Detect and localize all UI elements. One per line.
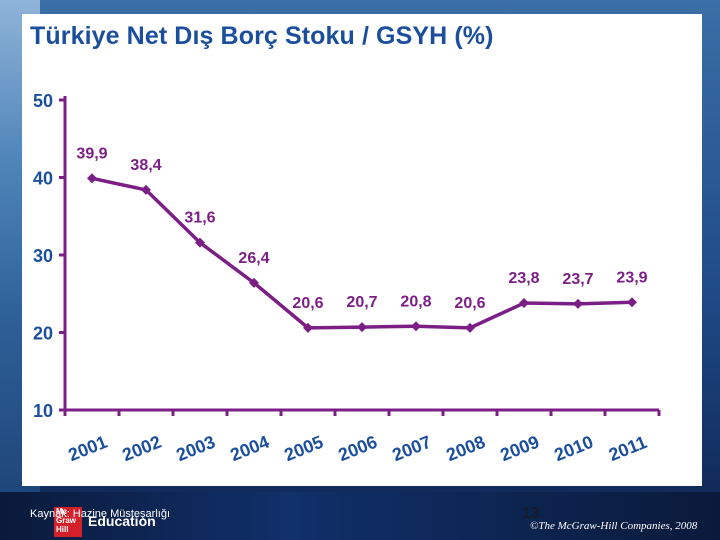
x-tick-label: 2006 — [335, 432, 380, 466]
x-tick-label: 2009 — [497, 432, 542, 466]
x-tick-label: 2004 — [227, 432, 272, 466]
copyright-notice: ©The McGraw-Hill Companies, 2008 — [530, 520, 698, 532]
data-label: 20,7 — [346, 294, 377, 311]
y-tick-label: 30 — [33, 246, 53, 266]
x-tick-label: 2008 — [443, 432, 488, 466]
data-label: 20,6 — [292, 295, 323, 312]
data-label: 39,9 — [76, 145, 107, 162]
x-tick-label: 2001 — [65, 432, 110, 466]
x-tick-label: 2007 — [389, 432, 434, 466]
source-note: Kaynak: Hazine Müsteşarlığı — [30, 508, 171, 520]
data-point-marker — [357, 322, 367, 333]
data-label: 23,7 — [562, 271, 593, 288]
chart-title: Türkiye Net Dış Borç Stoku / GSYH (%) — [30, 22, 494, 50]
data-label: 23,9 — [616, 269, 647, 286]
data-point-marker — [627, 297, 637, 308]
x-tick-label: 2003 — [173, 432, 218, 466]
data-point-marker — [573, 298, 583, 309]
footer-bar — [0, 492, 720, 540]
logo-education-text: Education — [88, 513, 156, 529]
data-label: 20,6 — [454, 295, 485, 312]
logo-line: Hill — [56, 525, 69, 534]
chart-panel: Türkiye Net Dış Borç Stoku / GSYH (%) 10… — [22, 14, 702, 486]
data-label: 20,8 — [400, 293, 431, 310]
data-point-marker — [303, 322, 313, 333]
data-label: 26,4 — [238, 250, 269, 267]
x-tick-label: 2005 — [281, 432, 326, 466]
x-tick-label: 2011 — [606, 432, 650, 465]
data-point-marker — [141, 184, 151, 195]
data-point-marker — [411, 321, 421, 332]
logo-line: Graw — [56, 516, 77, 525]
data-point-marker — [195, 237, 205, 248]
data-point-marker — [519, 298, 529, 309]
page-number: 13 — [522, 505, 540, 522]
y-tick-label: 10 — [33, 401, 53, 421]
mcgraw-hill-logo: Mc Graw Hill — [54, 507, 82, 537]
y-tick-label: 20 — [33, 324, 53, 344]
y-tick-label: 40 — [33, 169, 53, 189]
x-tick-label: 2010 — [551, 432, 596, 466]
data-label: 38,4 — [130, 157, 161, 174]
data-point-marker — [87, 173, 97, 184]
data-label: 23,8 — [508, 270, 539, 287]
data-label: 31,6 — [184, 210, 215, 227]
line-chart: 10 20 30 40 50 2001 2002 2003 2004 2005 2006 2007 20… — [33, 91, 661, 466]
y-tick-label: 50 — [33, 91, 53, 111]
data-point-marker — [465, 322, 475, 333]
x-tick-label: 2002 — [119, 432, 164, 466]
data-point-marker — [249, 277, 259, 288]
logo-line: Mc — [56, 507, 68, 516]
